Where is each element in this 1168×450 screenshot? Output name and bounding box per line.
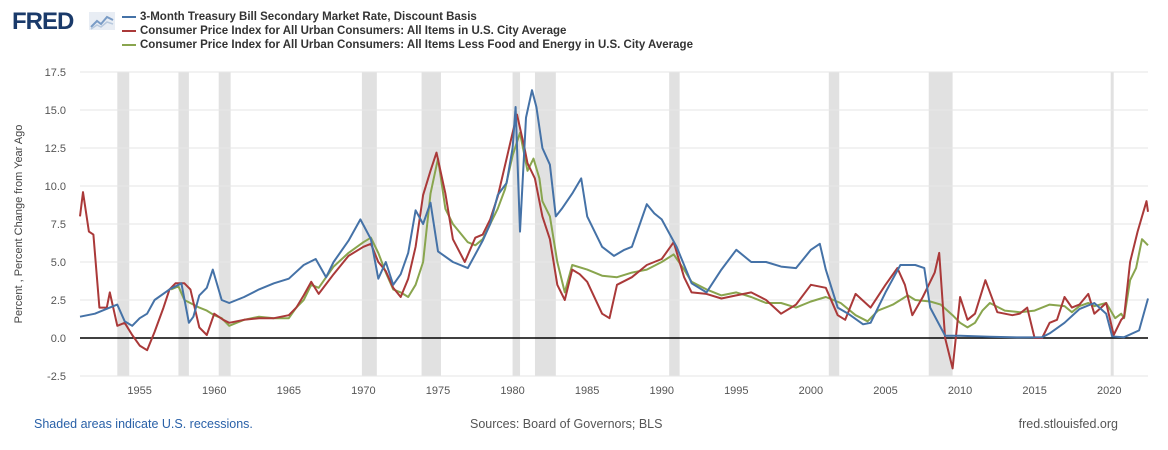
x-tick-label: 1960 xyxy=(202,385,226,397)
fred-logo[interactable]: FRED xyxy=(12,8,74,35)
x-tick-label: 2005 xyxy=(873,385,897,397)
grid-lines xyxy=(80,71,1148,377)
y-tick-label: 10.0 xyxy=(45,181,66,193)
legend-item-core[interactable]: Consumer Price Index for All Urban Consu… xyxy=(122,38,693,52)
legend-swatch-tbill xyxy=(122,16,136,18)
y-axis-ticks: -2.5 0.0 2.5 5.0 7.5 10.0 12.5 15.0 17.5 xyxy=(45,67,66,383)
y-tick-label: 0.0 xyxy=(51,333,66,345)
series-line-tbill xyxy=(79,89,1149,339)
x-tick-label: 1980 xyxy=(500,385,524,397)
legend-label-cpi: Consumer Price Index for All Urban Consu… xyxy=(140,25,567,37)
y-tick-label: 17.5 xyxy=(45,67,66,79)
chart-line-icon xyxy=(89,12,115,30)
x-tick-label: 1995 xyxy=(724,385,748,397)
y-tick-label: -2.5 xyxy=(47,371,66,383)
recession-note-link[interactable]: Shaded areas indicate U.S. recessions. xyxy=(34,417,253,431)
line-chart: -2.5 0.0 2.5 5.0 7.5 10.0 12.5 15.0 17.5 1955 196… xyxy=(13,67,1149,397)
y-tick-label: 2.5 xyxy=(51,295,66,307)
site-link[interactable]: fred.stlouisfed.org xyxy=(1018,417,1118,431)
x-tick-label: 1975 xyxy=(426,385,450,397)
legend-item-tbill[interactable]: 3-Month Treasury Bill Secondary Market R… xyxy=(122,10,693,24)
series-line-cpi xyxy=(79,113,1149,370)
x-tick-label: 2015 xyxy=(1022,385,1046,397)
x-tick-label: 2020 xyxy=(1097,385,1121,397)
legend-swatch-cpi xyxy=(122,30,136,32)
x-tick-label: 1990 xyxy=(649,385,673,397)
x-axis-ticks: 1955 1960 1965 1970 1975 1980 1985 1990 1995 2000… xyxy=(127,385,1121,397)
sources-text: Sources: Board of Governors; BLS xyxy=(470,417,663,431)
x-tick-label: 1955 xyxy=(127,385,151,397)
x-tick-label: 1965 xyxy=(277,385,301,397)
y-axis-label: Percent , Percent Change from Year Ago xyxy=(13,125,25,324)
y-tick-label: 15.0 xyxy=(45,105,66,117)
x-tick-label: 2010 xyxy=(948,385,972,397)
y-tick-label: 5.0 xyxy=(51,257,66,269)
chart-legend: 3-Month Treasury Bill Secondary Market R… xyxy=(122,10,693,52)
y-tick-label: 7.5 xyxy=(51,219,66,231)
x-tick-label: 1970 xyxy=(351,385,375,397)
series-lines xyxy=(79,89,1149,370)
legend-label-tbill: 3-Month Treasury Bill Secondary Market R… xyxy=(140,11,477,23)
y-tick-label: 12.5 xyxy=(45,143,66,155)
x-tick-label: 1985 xyxy=(575,385,599,397)
x-tick-label: 2000 xyxy=(799,385,823,397)
legend-label-core: Consumer Price Index for All Urban Consu… xyxy=(140,39,693,51)
legend-item-cpi[interactable]: Consumer Price Index for All Urban Consu… xyxy=(122,24,693,38)
legend-swatch-core xyxy=(122,44,136,46)
series-line-core xyxy=(170,131,1149,329)
